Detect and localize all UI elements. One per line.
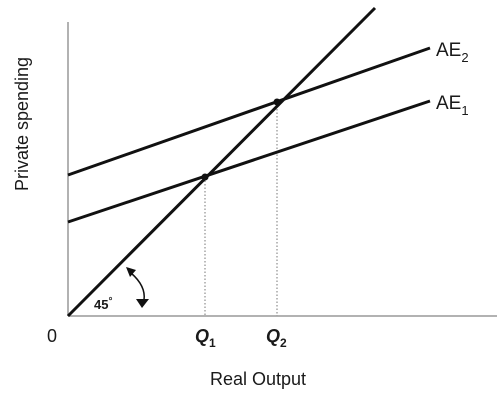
equilibrium-point-1 <box>201 173 209 181</box>
y-axis-label: Private spending <box>12 57 32 191</box>
origin-label: 0 <box>47 326 57 346</box>
equilibrium-point-2 <box>273 98 281 106</box>
angle-arc <box>130 272 145 301</box>
angle-arrowhead-bottom-icon <box>136 299 149 308</box>
ae2-label: AE2 <box>436 40 469 65</box>
ae1-label: AE1 <box>436 93 469 118</box>
angle-arrowhead-top-icon <box>126 267 136 277</box>
x-axis-label: Real Output <box>210 369 306 389</box>
angle-label: 45° <box>94 296 112 312</box>
ae1-line <box>67 99 431 224</box>
q1-label: Q1 <box>195 326 216 350</box>
ae2-line <box>67 46 431 177</box>
q2-label: Q2 <box>266 326 287 350</box>
forty-five-degree-line <box>66 6 377 318</box>
